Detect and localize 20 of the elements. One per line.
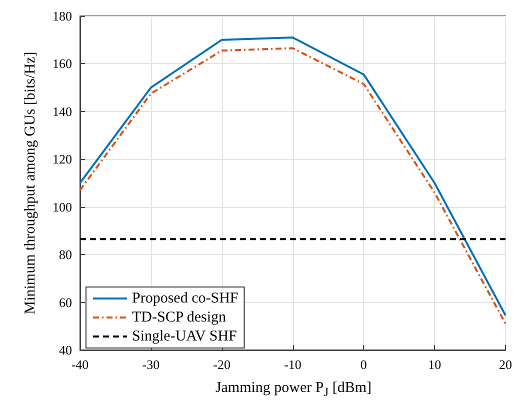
y-tick-label: 100 [52,199,72,214]
x-tick-label: 10 [428,357,442,372]
x-tick-label: 0 [360,357,367,372]
x-tick-label: -40 [71,357,89,372]
legend-label: Single-UAV SHF [132,328,237,344]
y-tick-label: 80 [59,247,72,262]
x-tick-label: -10 [284,357,302,372]
y-tick-label: 120 [52,152,72,167]
y-axis-title: Minimum throughput among GUs [bits/Hz] [22,52,38,314]
x-axis-title: Jamming power P$_{J}$ [dBm] [214,380,373,400]
x-tick-label: -30 [142,357,160,372]
legend-label: TD-SCP design [132,310,227,326]
y-tick-label: 140 [52,104,72,119]
x-tick-label: -20 [213,357,231,372]
x-tick-label: 20 [499,357,512,372]
y-tick-label: 160 [52,56,72,72]
y-tick-label: 40 [59,342,72,358]
y-tick-label: 180 [52,8,72,24]
y-tick-label: 60 [59,294,72,310]
legend-label: Proposed co-SHF [132,290,238,306]
